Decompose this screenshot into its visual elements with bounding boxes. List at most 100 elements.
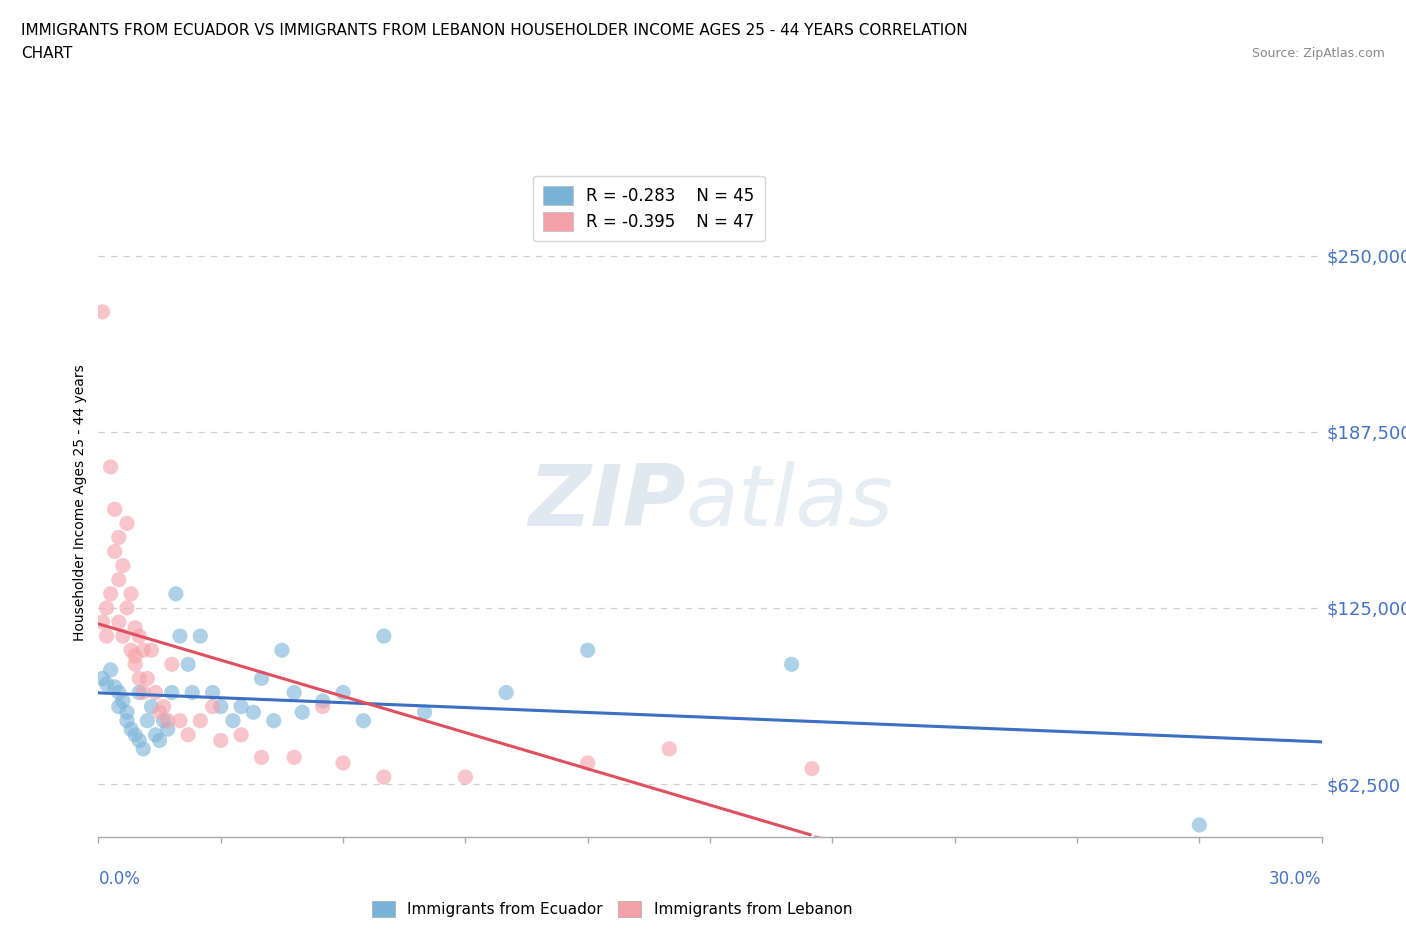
Point <box>115 516 138 531</box>
Point <box>332 685 354 700</box>
Text: IMMIGRANTS FROM ECUADOR VS IMMIGRANTS FROM LEBANON HOUSEHOLDER INCOME AGES 25 - : IMMIGRANTS FROM ECUADOR VS IMMIGRANTS FR… <box>21 23 967 38</box>
Point <box>108 615 131 630</box>
Point <box>128 685 150 700</box>
Point <box>111 558 134 573</box>
Point <box>152 699 174 714</box>
Point <box>120 722 142 737</box>
Point <box>141 699 163 714</box>
Point <box>100 459 122 474</box>
Point <box>149 705 172 720</box>
Point <box>115 713 138 728</box>
Point <box>201 699 224 714</box>
Point <box>96 629 118 644</box>
Point <box>124 620 146 635</box>
Point <box>209 699 232 714</box>
Point <box>352 713 374 728</box>
Legend: Immigrants from Ecuador, Immigrants from Lebanon: Immigrants from Ecuador, Immigrants from… <box>366 895 858 923</box>
Point <box>658 741 681 756</box>
Point <box>373 629 395 644</box>
Point <box>156 722 179 737</box>
Point <box>169 629 191 644</box>
Point <box>332 755 354 770</box>
Point <box>188 713 212 728</box>
Point <box>413 705 436 720</box>
Point <box>91 671 114 685</box>
Point <box>231 699 253 714</box>
Point <box>124 657 146 671</box>
Point <box>177 727 200 742</box>
Point <box>576 643 599 658</box>
Point <box>201 685 224 700</box>
Point <box>100 662 122 677</box>
Point <box>132 685 155 700</box>
Point <box>124 648 146 663</box>
Text: ZIP: ZIP <box>527 460 686 544</box>
Point <box>96 677 118 692</box>
Point <box>312 694 335 709</box>
Point <box>145 727 167 742</box>
Text: Source: ZipAtlas.com: Source: ZipAtlas.com <box>1251 46 1385 60</box>
Point <box>152 713 174 728</box>
Point <box>222 713 245 728</box>
Point <box>141 643 163 658</box>
Point <box>132 643 155 658</box>
Point <box>263 713 285 728</box>
Point <box>96 601 118 616</box>
Text: atlas: atlas <box>686 460 894 544</box>
Point <box>160 685 183 700</box>
Point <box>373 770 395 785</box>
Point <box>454 770 477 785</box>
Point <box>100 587 122 602</box>
Point <box>115 705 138 720</box>
Point <box>312 699 335 714</box>
Point <box>108 699 131 714</box>
Point <box>132 741 155 756</box>
Text: 0.0%: 0.0% <box>98 870 141 887</box>
Text: 30.0%: 30.0% <box>1270 870 1322 887</box>
Point <box>136 713 159 728</box>
Point <box>283 685 305 700</box>
Point <box>250 750 273 764</box>
Point <box>111 694 134 709</box>
Point <box>104 544 127 559</box>
Point <box>128 671 150 685</box>
Point <box>242 705 264 720</box>
Point <box>209 733 232 748</box>
Point <box>128 629 150 644</box>
Point <box>104 502 127 517</box>
Point <box>149 733 172 748</box>
Point <box>283 750 305 764</box>
Point <box>181 685 204 700</box>
Point <box>111 629 134 644</box>
Point <box>250 671 273 685</box>
Point <box>108 572 131 587</box>
Point <box>801 761 824 776</box>
Point <box>160 657 183 671</box>
Point <box>104 680 127 695</box>
Point <box>1107 855 1129 870</box>
Point <box>124 727 146 742</box>
Point <box>136 671 159 685</box>
Point <box>115 601 138 616</box>
Point <box>495 685 517 700</box>
Point <box>91 615 114 630</box>
Point <box>145 685 167 700</box>
Point <box>165 587 187 602</box>
Point <box>188 629 212 644</box>
Point <box>576 755 599 770</box>
Point <box>120 643 142 658</box>
Text: CHART: CHART <box>21 46 73 61</box>
Y-axis label: Householder Income Ages 25 - 44 years: Householder Income Ages 25 - 44 years <box>73 364 87 641</box>
Point <box>1188 817 1211 832</box>
Point <box>156 713 179 728</box>
Point <box>128 733 150 748</box>
Point <box>780 657 803 671</box>
Point <box>91 304 114 319</box>
Point <box>108 530 131 545</box>
Point <box>169 713 191 728</box>
Point <box>108 685 131 700</box>
Point <box>177 657 200 671</box>
Point <box>270 643 294 658</box>
Point <box>291 705 314 720</box>
Point <box>231 727 253 742</box>
